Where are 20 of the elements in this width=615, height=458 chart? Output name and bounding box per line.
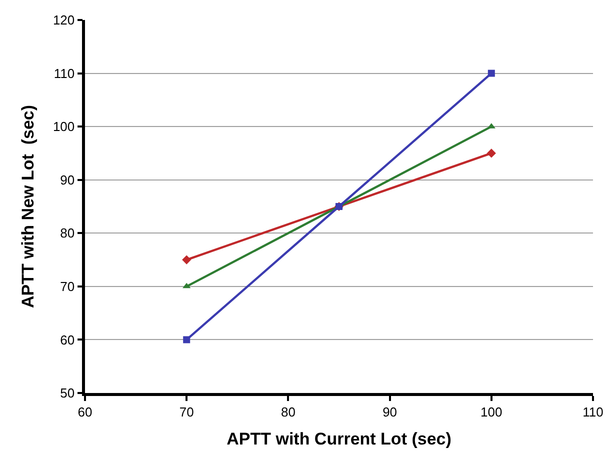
y-axis-title: APTT with New Lot (sec) <box>18 104 38 308</box>
x-axis-title: APTT with Current Lot (sec) <box>226 430 452 449</box>
y-tick-label: 110 <box>54 66 75 81</box>
x-tick-label: 110 <box>582 404 604 420</box>
x-tick-label: 60 <box>78 404 92 420</box>
y-tick-label: 70 <box>60 278 75 294</box>
y-tick-label: 50 <box>60 386 75 401</box>
y-tick-label: 90 <box>60 172 75 188</box>
x-tick-label: 100 <box>480 404 502 420</box>
y-tick-label: 80 <box>60 226 75 241</box>
x-tick-label: 70 <box>179 404 194 420</box>
x-tick-label: 80 <box>280 404 296 420</box>
point <box>488 70 495 77</box>
x-tick-label: 90 <box>382 404 398 420</box>
y-tick-label: 60 <box>60 332 75 348</box>
point <box>182 255 192 264</box>
y-tick-label: 100 <box>52 119 75 134</box>
y-tick-label: 120 <box>52 12 75 28</box>
point <box>486 148 496 158</box>
point <box>183 336 190 344</box>
